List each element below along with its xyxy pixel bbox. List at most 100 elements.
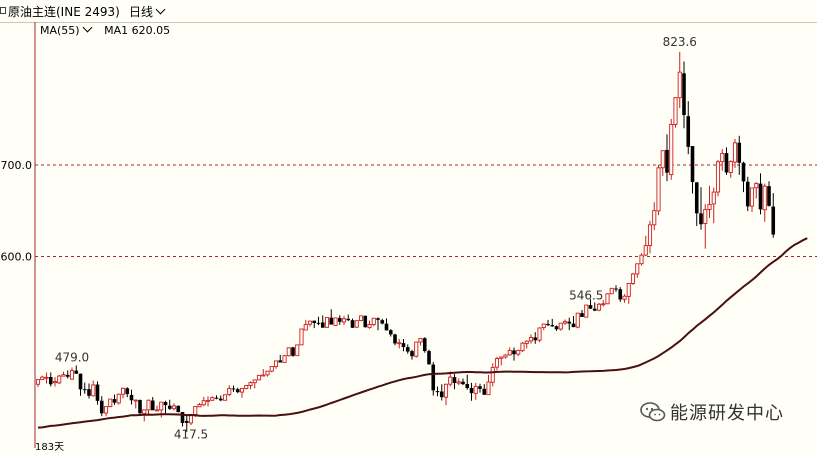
- candle-body-up: [133, 399, 138, 402]
- candle-body-down: [567, 321, 572, 324]
- candle-body-up: [397, 342, 402, 345]
- period-selector[interactable]: 日线: [129, 3, 166, 20]
- candle-body-up: [303, 324, 308, 331]
- candle-body-down: [214, 397, 219, 399]
- candle-body-down: [401, 343, 406, 348]
- candle-body-down: [218, 398, 223, 401]
- candle-body-down: [138, 400, 142, 414]
- candle-body-up: [609, 287, 614, 295]
- candle-body-up: [524, 340, 529, 344]
- candle-body-down: [405, 347, 410, 352]
- candle-body-up: [558, 322, 563, 330]
- candle-body-down: [337, 317, 342, 322]
- candle-body-up: [673, 97, 678, 125]
- candle-body-down: [431, 364, 436, 391]
- candle-body-up: [448, 376, 453, 385]
- candle-body-up: [57, 375, 62, 384]
- candle-body-up: [601, 303, 606, 306]
- candle-body-down: [150, 400, 155, 411]
- candle-body-up: [222, 394, 228, 401]
- candle-body-up: [367, 324, 372, 329]
- candle-body-down: [694, 182, 699, 214]
- candle-body-up: [456, 381, 461, 384]
- candle-body-up: [720, 153, 725, 163]
- candle-body-down: [758, 183, 763, 210]
- candle-body-up: [596, 303, 602, 311]
- candle-body-down: [316, 322, 321, 324]
- candle-body-up: [507, 350, 512, 356]
- candle-body-up: [762, 185, 767, 211]
- candle-body-up: [749, 187, 755, 207]
- candle-body-up: [715, 161, 721, 193]
- ma-indicator-selector[interactable]: MA(55): [40, 22, 93, 37]
- days-count-label: 183天: [35, 442, 65, 453]
- candle-body-down: [469, 387, 474, 394]
- candle-body-down: [291, 347, 295, 356]
- candle-body-up: [520, 342, 525, 352]
- candle-body-down: [588, 305, 593, 309]
- candle-body-down: [167, 405, 172, 409]
- instrument-title: 原油主连(INE 2493): [8, 5, 120, 19]
- candle-body-up: [91, 384, 96, 397]
- ma-label: MA(55): [40, 24, 80, 37]
- candle-body-up: [371, 317, 376, 326]
- candle-body-up: [205, 399, 211, 402]
- candle-body-up: [295, 344, 300, 357]
- candle-body-up: [728, 161, 733, 173]
- price-chart[interactable]: 600.0 700.0 479.0 546.5 417.5 823.6: [0, 22, 817, 448]
- watermark-text: 能源研发中心: [670, 403, 784, 424]
- candle-body-down: [393, 334, 397, 344]
- candle-body-down: [571, 323, 576, 328]
- candle-body-up: [103, 406, 109, 414]
- candle-body-down: [363, 315, 368, 328]
- ma1-value: 620.05: [131, 24, 171, 37]
- candle-body-up: [265, 370, 270, 376]
- candle-body-down: [231, 388, 236, 390]
- candle-body-up: [69, 370, 75, 380]
- candle-body-down: [312, 320, 317, 324]
- candle-body-up: [669, 123, 674, 176]
- candle-body-up: [201, 400, 206, 406]
- candle-body-down: [380, 320, 385, 324]
- candle-body-down: [388, 330, 393, 335]
- candle-body-down: [452, 377, 457, 383]
- candle-body-down: [278, 360, 283, 363]
- candle-body-up: [584, 304, 589, 318]
- candle-body-up: [473, 385, 478, 394]
- candle-body-down: [99, 400, 104, 414]
- candle-body-down: [125, 388, 130, 395]
- candle-body-down: [87, 389, 91, 396]
- candle-body-up: [630, 273, 636, 284]
- candle-body-down: [580, 313, 584, 317]
- candle-body-up: [647, 224, 653, 247]
- candle-body-up: [333, 317, 338, 326]
- candle-body-down: [422, 338, 427, 352]
- candle-body-up: [227, 388, 232, 395]
- extreme-price-label: 479.0: [55, 350, 89, 364]
- candle-body-up: [197, 404, 202, 408]
- candle-body-down: [699, 213, 703, 225]
- candle-body-down: [427, 351, 431, 365]
- candle-body-up: [358, 315, 364, 321]
- candle-body-down: [180, 412, 185, 423]
- candle-body-down: [682, 73, 686, 116]
- candle-body-down: [550, 325, 555, 327]
- candle-body-up: [732, 142, 738, 163]
- candle-body-up: [562, 321, 568, 324]
- candle-body-up: [528, 337, 534, 342]
- candle-body-down: [95, 384, 100, 401]
- candle-body-up: [299, 328, 304, 346]
- candle-body-down: [320, 322, 325, 328]
- candle-body-up: [256, 374, 262, 381]
- candle-body-down: [745, 181, 750, 207]
- candle-body-up: [44, 376, 49, 379]
- candle-body-up: [703, 209, 708, 224]
- candle-body-up: [486, 381, 491, 396]
- wechat-icon: [640, 402, 666, 422]
- candle-body-down: [512, 350, 516, 355]
- ma-legend: MA(55) MA1 620.05: [40, 22, 171, 37]
- chevron-down-icon: [155, 4, 166, 15]
- candle-body-down: [737, 142, 742, 163]
- candle-body-up: [52, 381, 58, 384]
- candle-body-up: [154, 409, 160, 412]
